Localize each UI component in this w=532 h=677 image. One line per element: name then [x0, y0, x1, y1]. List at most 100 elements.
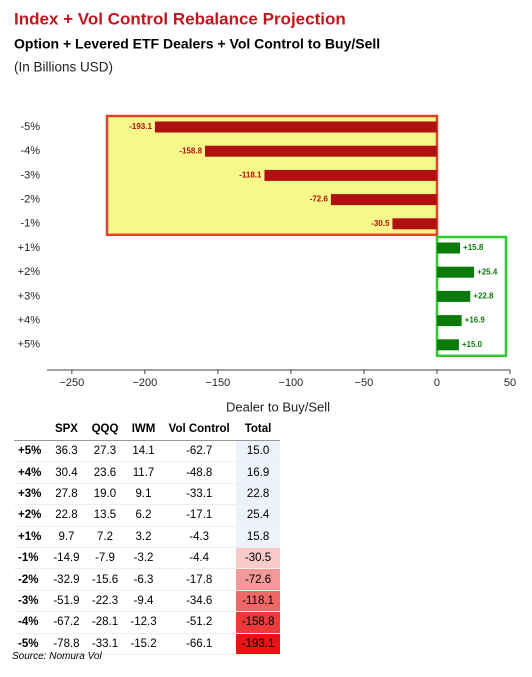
row-label: +1% [14, 526, 48, 548]
cell: 6.2 [124, 504, 163, 527]
chart-subtitle: Option + Levered ETF Dealers + Vol Contr… [14, 36, 380, 52]
x-axis-label: Dealer to Buy/Sell [226, 399, 330, 414]
cell: -30.5 [235, 547, 281, 570]
bar [205, 145, 437, 157]
cell: -48.8 [162, 461, 236, 484]
cell: 9.1 [124, 483, 163, 506]
cell: -14.9 [47, 547, 86, 570]
cell: -28.1 [85, 611, 125, 634]
cell: 27.3 [85, 440, 125, 463]
value-label: -30.5 [371, 219, 390, 228]
x-tick-label: −50 [355, 377, 374, 389]
table-row: -1% -14.9 -7.9 -3.2 -4.4 -30.5 [14, 547, 281, 570]
cell: -62.7 [162, 440, 236, 463]
cell: -4.3 [162, 526, 236, 548]
row-label: -5% [14, 633, 48, 655]
value-label: -72.6 [310, 195, 329, 204]
header-row: SPX QQQ IWM Vol Control Total [14, 418, 281, 441]
cell: -158.8 [235, 611, 281, 634]
cell: 15.8 [235, 526, 281, 548]
row-label: +4% [14, 461, 48, 484]
row-label: +2% [14, 504, 48, 527]
cell: 30.4 [47, 461, 86, 484]
units: (In Billions USD) [14, 60, 113, 75]
cell: 15.0 [235, 440, 281, 463]
row-label: +5% [14, 440, 48, 463]
table-row: +4% 30.4 23.6 11.7 -48.8 16.9 [14, 461, 281, 484]
cell: -51.9 [47, 590, 86, 613]
cell: 9.7 [47, 526, 86, 548]
value-label: +22.8 [473, 292, 494, 301]
bar [436, 290, 471, 302]
cell: 22.8 [235, 483, 281, 506]
cell: 23.6 [85, 461, 125, 484]
column-header: Total [235, 418, 281, 441]
cell: -7.9 [85, 547, 125, 570]
row-label: -3% [14, 590, 48, 613]
row-label: -1% [14, 547, 48, 570]
cell: -33.1 [85, 633, 125, 655]
x-tick-label: −250 [59, 377, 84, 389]
cell: 7.2 [85, 526, 125, 548]
cell: -72.6 [235, 568, 281, 591]
row-label: -4% [14, 611, 48, 634]
bar [436, 266, 475, 278]
cell: 19.0 [85, 483, 125, 506]
table-row: -2% -32.9 -15.6 -6.3 -17.8 -72.6 [14, 568, 281, 591]
table-row: -4% -67.2 -28.1 -12.3 -51.2 -158.8 [14, 611, 281, 634]
cell: -51.2 [162, 611, 236, 634]
bar [154, 121, 437, 133]
cell: -15.2 [124, 633, 163, 655]
value-label: -118.1 [239, 171, 262, 180]
cell: -78.8 [47, 633, 86, 655]
row-label: -2% [14, 568, 48, 591]
cell: -9.4 [124, 590, 163, 613]
cell: 25.4 [235, 504, 281, 527]
bar [436, 242, 461, 254]
y-tick-label: -5% [20, 121, 40, 133]
bar [264, 169, 437, 181]
cell: -12.3 [124, 611, 163, 634]
x-tick-label: 50 [504, 377, 516, 389]
value-label: -193.1 [129, 122, 152, 131]
table-row: -3% -51.9 -22.3 -9.4 -34.6 -118.1 [14, 590, 281, 613]
y-tick-label: +1% [18, 242, 41, 254]
x-tick-label: −100 [279, 377, 304, 389]
column-header: QQQ [85, 418, 125, 441]
chart: Index + Vol Control Rebalance Projection… [14, 9, 516, 414]
table-row: +5% 36.3 27.3 14.1 -62.7 15.0 [14, 440, 281, 463]
column-header: Vol Control [162, 418, 236, 441]
cell: -6.3 [124, 568, 163, 591]
cell: -32.9 [47, 568, 86, 591]
y-tick-label: -3% [20, 169, 40, 181]
source: Source: Nomura Vol [12, 651, 102, 662]
value-label: +15.8 [463, 243, 484, 252]
cell: -193.1 [235, 633, 281, 655]
cell: -34.6 [162, 590, 236, 613]
y-tick-label: -1% [20, 218, 40, 230]
y-tick-label: +4% [18, 315, 41, 327]
column-header: IWM [124, 418, 163, 441]
corner [14, 418, 48, 441]
data-table: SPX QQQ IWM Vol Control Total +5% 36.3 27.3 14.1… [14, 418, 281, 655]
cell: -15.6 [85, 568, 125, 591]
table-row: +2% 22.8 13.5 6.2 -17.1 25.4 [14, 504, 281, 527]
table-row: -5% -78.8 -33.1 -15.2 -66.1 -193.1 [14, 633, 281, 655]
cell: 36.3 [47, 440, 86, 463]
cell: 16.9 [235, 461, 281, 484]
table-row: +3% 27.8 19.0 9.1 -33.1 22.8 [14, 483, 281, 506]
column-header: SPX [47, 418, 86, 441]
cell: 14.1 [124, 440, 163, 463]
chart-title: Index + Vol Control Rebalance Projection [14, 9, 346, 28]
bar [436, 339, 459, 351]
cell: 22.8 [47, 504, 86, 527]
y-tick-label: +2% [18, 266, 41, 278]
cell: -33.1 [162, 483, 236, 506]
y-tick-label: +5% [18, 339, 41, 351]
y-tick-label: +3% [18, 290, 41, 302]
cell: -22.3 [85, 590, 125, 613]
row-label: +3% [14, 483, 48, 506]
x-tick-label: −200 [132, 377, 157, 389]
value-label: +16.9 [465, 316, 486, 325]
